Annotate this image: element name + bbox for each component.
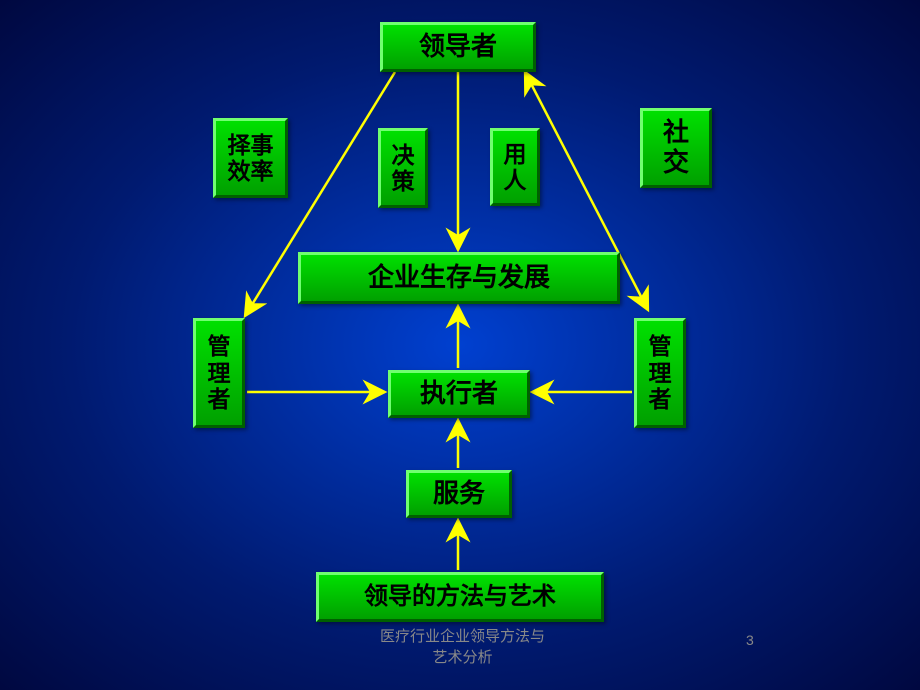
- footer-line2: 艺术分析: [433, 649, 493, 666]
- node-social: 社 交: [640, 108, 712, 188]
- node-method: 领导的方法与艺术: [316, 572, 604, 622]
- node-manager_right: 管 理 者: [634, 318, 686, 428]
- footer-line1: 医疗行业企业领导方法与: [380, 628, 545, 645]
- node-survival: 企业生存与发展: [298, 252, 620, 304]
- node-employ: 用 人: [490, 128, 540, 206]
- node-leader: 领导者: [380, 22, 536, 72]
- node-decision: 决 策: [378, 128, 428, 208]
- node-manager_left: 管 理 者: [193, 318, 245, 428]
- footer-caption: 医疗行业企业领导方法与 艺术分析: [380, 625, 545, 667]
- node-service: 服务: [406, 470, 512, 518]
- node-executor: 执行者: [388, 370, 530, 418]
- page-number: 3: [746, 632, 754, 648]
- node-efficiency: 择事 效率: [213, 118, 288, 198]
